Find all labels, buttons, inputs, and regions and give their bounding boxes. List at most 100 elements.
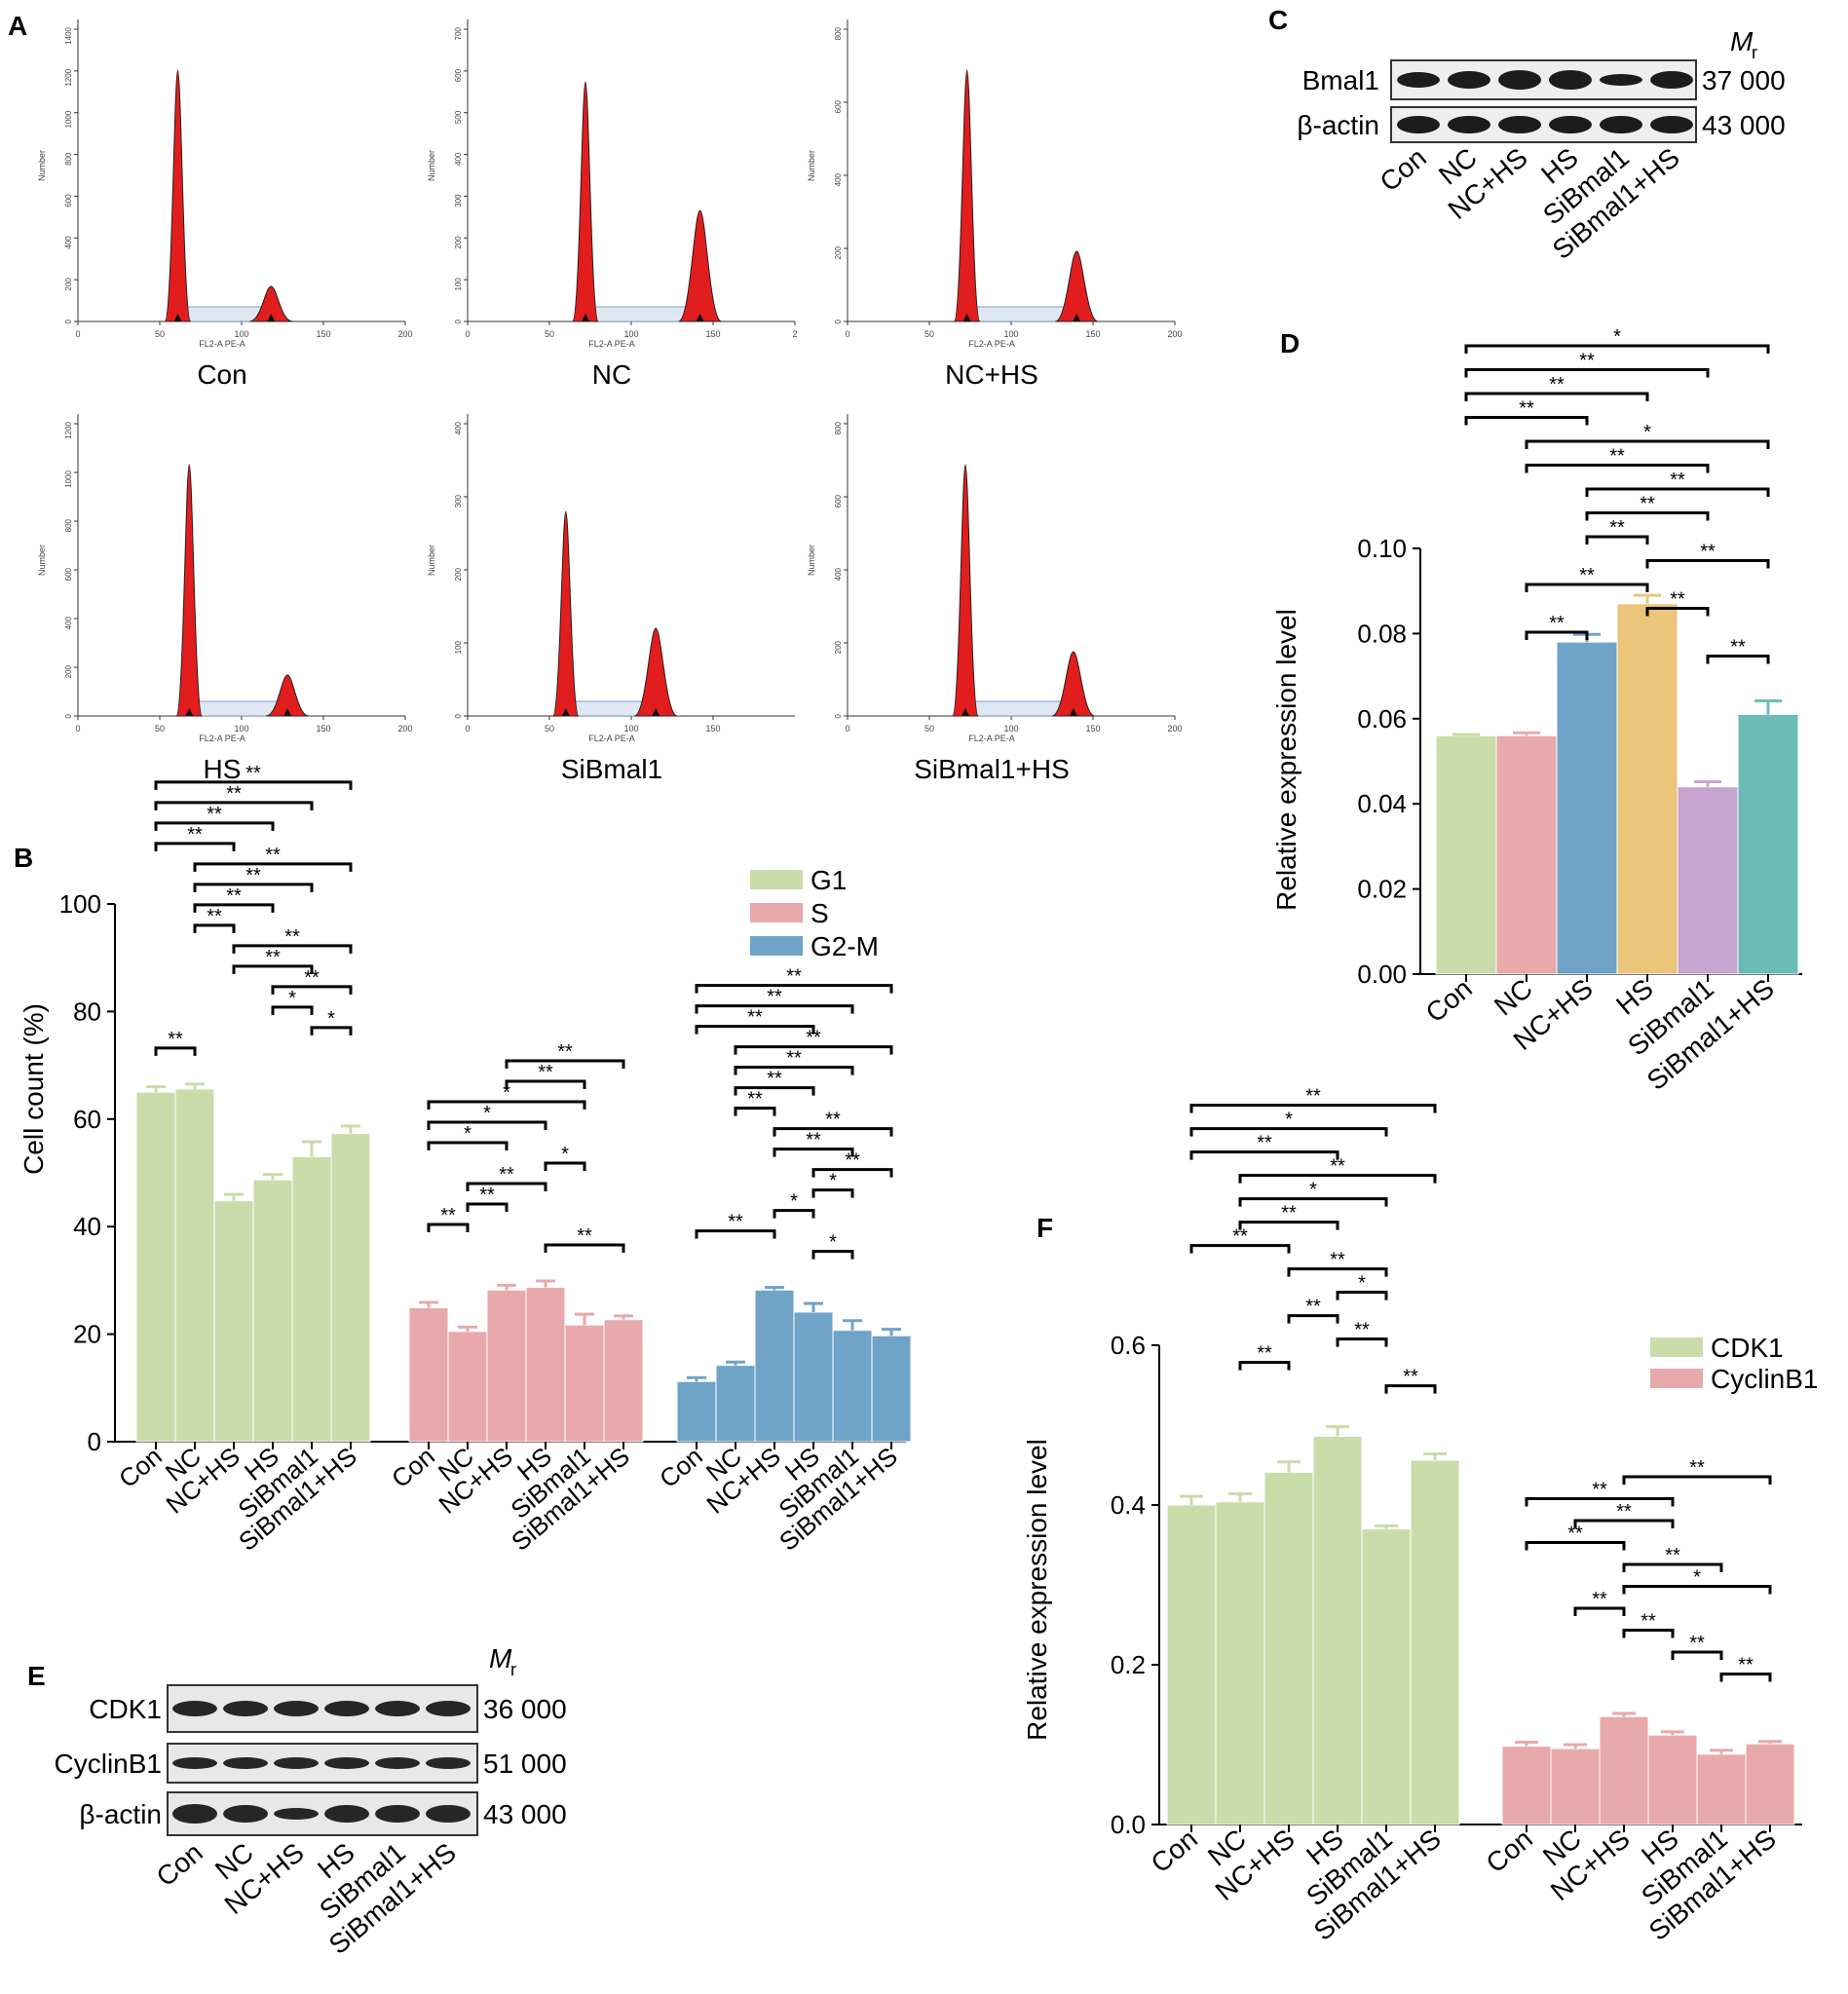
- panel-letter-c: C: [1268, 5, 1288, 35]
- histogram-peak-marker: [283, 708, 292, 716]
- histogram-sample-label: NC: [592, 359, 631, 390]
- histogram-peak-marker: [961, 708, 969, 716]
- legend-label: CyclinB1: [1711, 1364, 1818, 1394]
- significance-mark: **: [284, 926, 300, 948]
- histogram-y-tick-label: 200: [834, 245, 843, 259]
- significance-mark: *: [288, 988, 296, 1009]
- histogram-x-tick-label: 50: [545, 724, 554, 734]
- y-tick-label: 0.00: [1357, 959, 1407, 989]
- histogram-peak-marker: [652, 708, 660, 716]
- significance-mark: **: [1670, 470, 1685, 491]
- histogram-sample-label: NC+HS: [945, 359, 1038, 390]
- blot-e-lane-label: Con: [151, 1837, 208, 1893]
- chart-d-ylabel: Relative expression level: [1271, 609, 1301, 911]
- bar-cyclinb1-3: [1647, 1734, 1698, 1825]
- histogram-x-tick-label: 50: [155, 724, 165, 734]
- legend-label: S: [811, 898, 829, 928]
- histogram-x-tick-label: 50: [545, 329, 554, 339]
- histogram-x-tick-label: 50: [924, 329, 934, 339]
- x-category-label: Con: [654, 1442, 708, 1494]
- bar-g2-m-2: [754, 1289, 795, 1443]
- histogram-peak-marker: [1073, 314, 1081, 321]
- blot-e-band: [375, 1757, 420, 1769]
- blot-c-mr-value: 43 000: [1702, 110, 1786, 140]
- y-tick-label: 80: [73, 997, 101, 1026]
- histogram-peak-marker: [1069, 708, 1077, 716]
- histogram-x-tick-label: 100: [623, 329, 638, 339]
- blot-e-mr-value: 36 000: [483, 1694, 567, 1724]
- significance-mark: **: [1665, 1545, 1680, 1566]
- bar-cyclinb1-2: [1599, 1715, 1649, 1825]
- y-tick-label: 0.6: [1111, 1331, 1146, 1360]
- blot-c-strip: [1390, 106, 1697, 143]
- significance-bracket: [154, 1046, 197, 1056]
- significance-bracket: [1706, 655, 1770, 664]
- blot-c-band: [1650, 116, 1693, 133]
- significance-bracket: [1238, 1197, 1388, 1207]
- histogram-g2m-peak: [265, 674, 310, 717]
- y-tick-label: 0.0: [1111, 1810, 1146, 1839]
- significance-mark: *: [1693, 1567, 1701, 1589]
- bar-d-3: [1616, 603, 1678, 975]
- cell-cycle-bar-chart: Cell count (%) 020406080100ConNCNC+HSHSS…: [19, 763, 912, 1557]
- y-tick-label: 20: [73, 1320, 101, 1349]
- significance-bracket: [427, 1223, 470, 1232]
- bar-g2-m-1: [715, 1365, 756, 1443]
- blot-c-band: [1397, 116, 1440, 133]
- significance-mark: **: [1519, 398, 1534, 420]
- bar-cyclinb1-0: [1501, 1746, 1552, 1825]
- significance-bracket: [1189, 1127, 1388, 1137]
- significance-mark: *: [1358, 1273, 1366, 1295]
- histogram-x-tick-label: 100: [1003, 329, 1018, 339]
- histogram-x-tick-label: 100: [234, 724, 248, 734]
- significance-bracket: [154, 842, 236, 851]
- histogram-g1-peak: [952, 464, 979, 717]
- histogram-x-tick-label: 150: [1085, 724, 1100, 734]
- blot-e-band: [324, 1701, 369, 1716]
- significance-mark: **: [1670, 589, 1685, 611]
- blot-e-band: [324, 1805, 369, 1823]
- significance-mark: **: [245, 865, 261, 886]
- histogram-peak-marker: [696, 314, 704, 321]
- bar-g2-m-5: [871, 1335, 912, 1443]
- significance-mark: **: [1640, 494, 1655, 515]
- histogram-x-label: FL2-A PE-A: [199, 734, 245, 743]
- histogram-y-tick-label: 0: [454, 713, 463, 718]
- panel-letter-d: D: [1280, 328, 1300, 358]
- significance-mark: **: [786, 966, 802, 988]
- histogram-y-tick-label: 800: [834, 421, 843, 434]
- significance-bracket: [1238, 1221, 1339, 1230]
- histogram-x-tick-label: 150: [316, 329, 330, 339]
- significance-mark: **: [806, 1028, 821, 1049]
- significance-mark: **: [1592, 1480, 1607, 1501]
- significance-bracket: [1336, 1337, 1388, 1347]
- histogram-g1-peak: [164, 69, 192, 322]
- x-category-label: Con: [113, 1442, 168, 1494]
- histogram-y-tick-label: 800: [834, 26, 843, 40]
- significance-mark: **: [1549, 613, 1565, 634]
- histogram-y-tick-label: 800: [64, 152, 73, 166]
- significance-mark: **: [1689, 1633, 1705, 1654]
- panel-letter-f: F: [1037, 1213, 1053, 1243]
- bar-s-2: [486, 1289, 527, 1443]
- y-tick-label: 0.06: [1357, 704, 1407, 734]
- significance-mark: **: [1700, 542, 1716, 563]
- significance-bracket: [193, 923, 236, 933]
- bar-g1-4: [291, 1155, 332, 1443]
- x-category-label: Con: [1146, 1824, 1203, 1879]
- histogram-x-tick-label: 100: [1003, 724, 1018, 734]
- significance-bracket: [271, 985, 353, 995]
- y-tick-label: 0.10: [1357, 534, 1407, 563]
- bar-cdk1-2: [1263, 1471, 1314, 1825]
- significance-bracket: [1585, 487, 1770, 497]
- significance-mark: **: [1616, 1501, 1632, 1523]
- histogram-y-label: Number: [807, 150, 816, 181]
- significance-bracket: [734, 1107, 776, 1116]
- significance-bracket: [544, 1243, 625, 1253]
- histogram-y-tick-label: 400: [454, 421, 463, 434]
- significance-mark: **: [806, 1130, 821, 1151]
- blot-e-mr-sub: r: [510, 1660, 516, 1679]
- blot-c-lane-label: Con: [1375, 142, 1432, 198]
- significance-mark: *: [1613, 326, 1621, 348]
